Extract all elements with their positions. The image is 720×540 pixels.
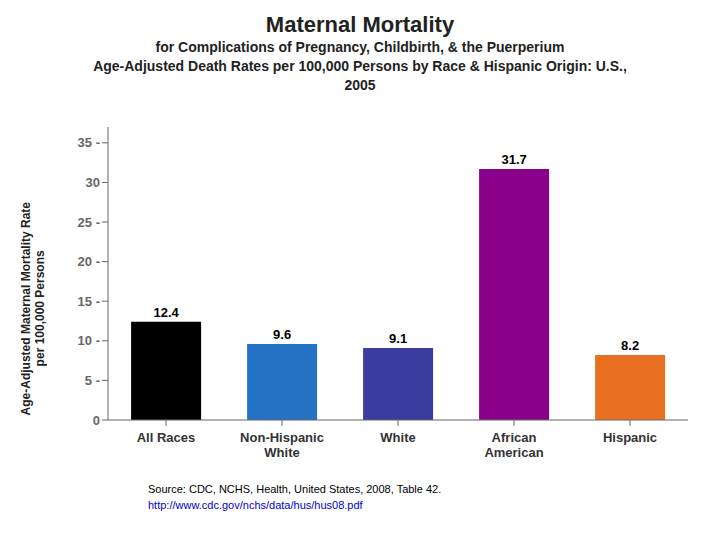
svg-text:All Races: All Races	[137, 430, 196, 445]
html-text:Source: CDC, NCHS, Health, Uni: Source: CDC, NCHS, Health, United States…	[148, 483, 442, 495]
html-text:http://www.cdc.gov/nchs/data/h: http://www.cdc.gov/nchs/data/hus/hus08.p…	[148, 499, 363, 511]
svg-text:15 -: 15 -	[78, 294, 100, 309]
svg-text:5 -: 5 -	[85, 373, 100, 388]
svg-text:35 -: 35 -	[78, 135, 100, 150]
svg-text:8.2: 8.2	[621, 338, 639, 353]
svg-text:31.7: 31.7	[501, 152, 526, 167]
svg-text:Hispanic: Hispanic	[603, 430, 657, 445]
svg-text:9.6: 9.6	[273, 327, 291, 342]
svg-text:AfricanAmerican: AfricanAmerican	[484, 430, 543, 460]
html-text:Age-Adjusted Maternal Mortalit: Age-Adjusted Maternal Mortality Rate per…	[19, 202, 47, 416]
svg-text:10 -: 10 -	[78, 333, 100, 348]
html-text:Age-Adjusted Death Rates per 1: Age-Adjusted Death Rates per 100,000 Per…	[93, 58, 627, 74]
html-text:2005: 2005	[344, 77, 376, 93]
html-text:for Complications of Pregnancy: for Complications of Pregnancy, Childbir…	[155, 39, 565, 55]
svg-text:20 -: 20 -	[78, 254, 100, 269]
svg-text:0: 0	[93, 413, 100, 428]
svg-text:White: White	[380, 430, 415, 445]
svg-text:9.1: 9.1	[389, 331, 407, 346]
html-text:Maternal Mortality: Maternal Mortality	[265, 12, 455, 37]
svg-text:30: 30	[86, 175, 100, 190]
svg-text:Non-HispanicWhite: Non-HispanicWhite	[240, 430, 324, 460]
svg-text:12.4: 12.4	[153, 305, 179, 320]
svg-text:25 -: 25 -	[78, 215, 100, 230]
